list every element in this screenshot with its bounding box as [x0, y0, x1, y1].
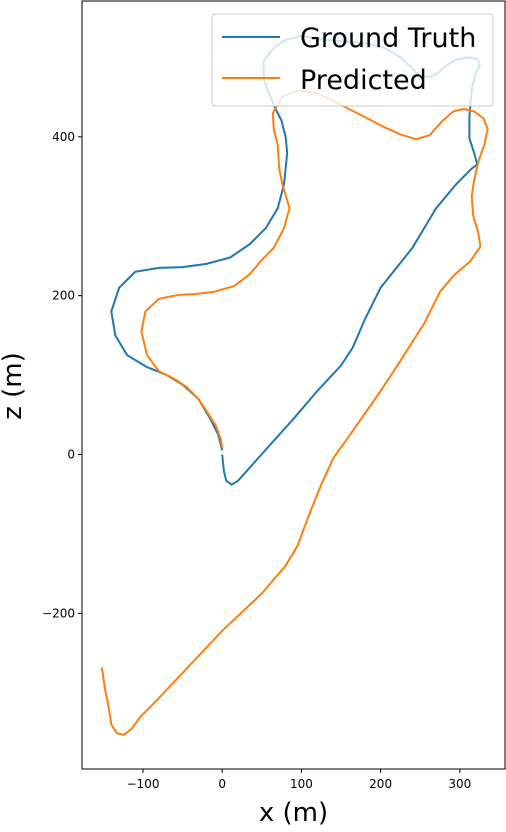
x-tick-label: 100 — [290, 777, 313, 791]
series-line-predicted — [102, 91, 488, 735]
x-tick-label: 300 — [448, 777, 471, 791]
y-tick-label: 200 — [52, 289, 75, 303]
plot-frame — [82, 1, 505, 769]
x-tick-label: 0 — [218, 777, 226, 791]
y-tick-label: 400 — [52, 130, 75, 144]
legend-label-predicted: Predicted — [300, 65, 427, 96]
y-tick-label: −200 — [42, 606, 75, 620]
x-axis-label: x (m) — [259, 798, 328, 827]
legend-label-ground-truth: Ground Truth — [300, 23, 476, 54]
x-tick-label: −100 — [127, 777, 160, 791]
series-layer — [102, 36, 488, 735]
y-tick-label: 0 — [67, 447, 75, 461]
x-tick-label: 200 — [369, 777, 392, 791]
legend: Ground Truth Predicted — [212, 14, 493, 106]
y-axis-label: z (m) — [0, 352, 28, 420]
